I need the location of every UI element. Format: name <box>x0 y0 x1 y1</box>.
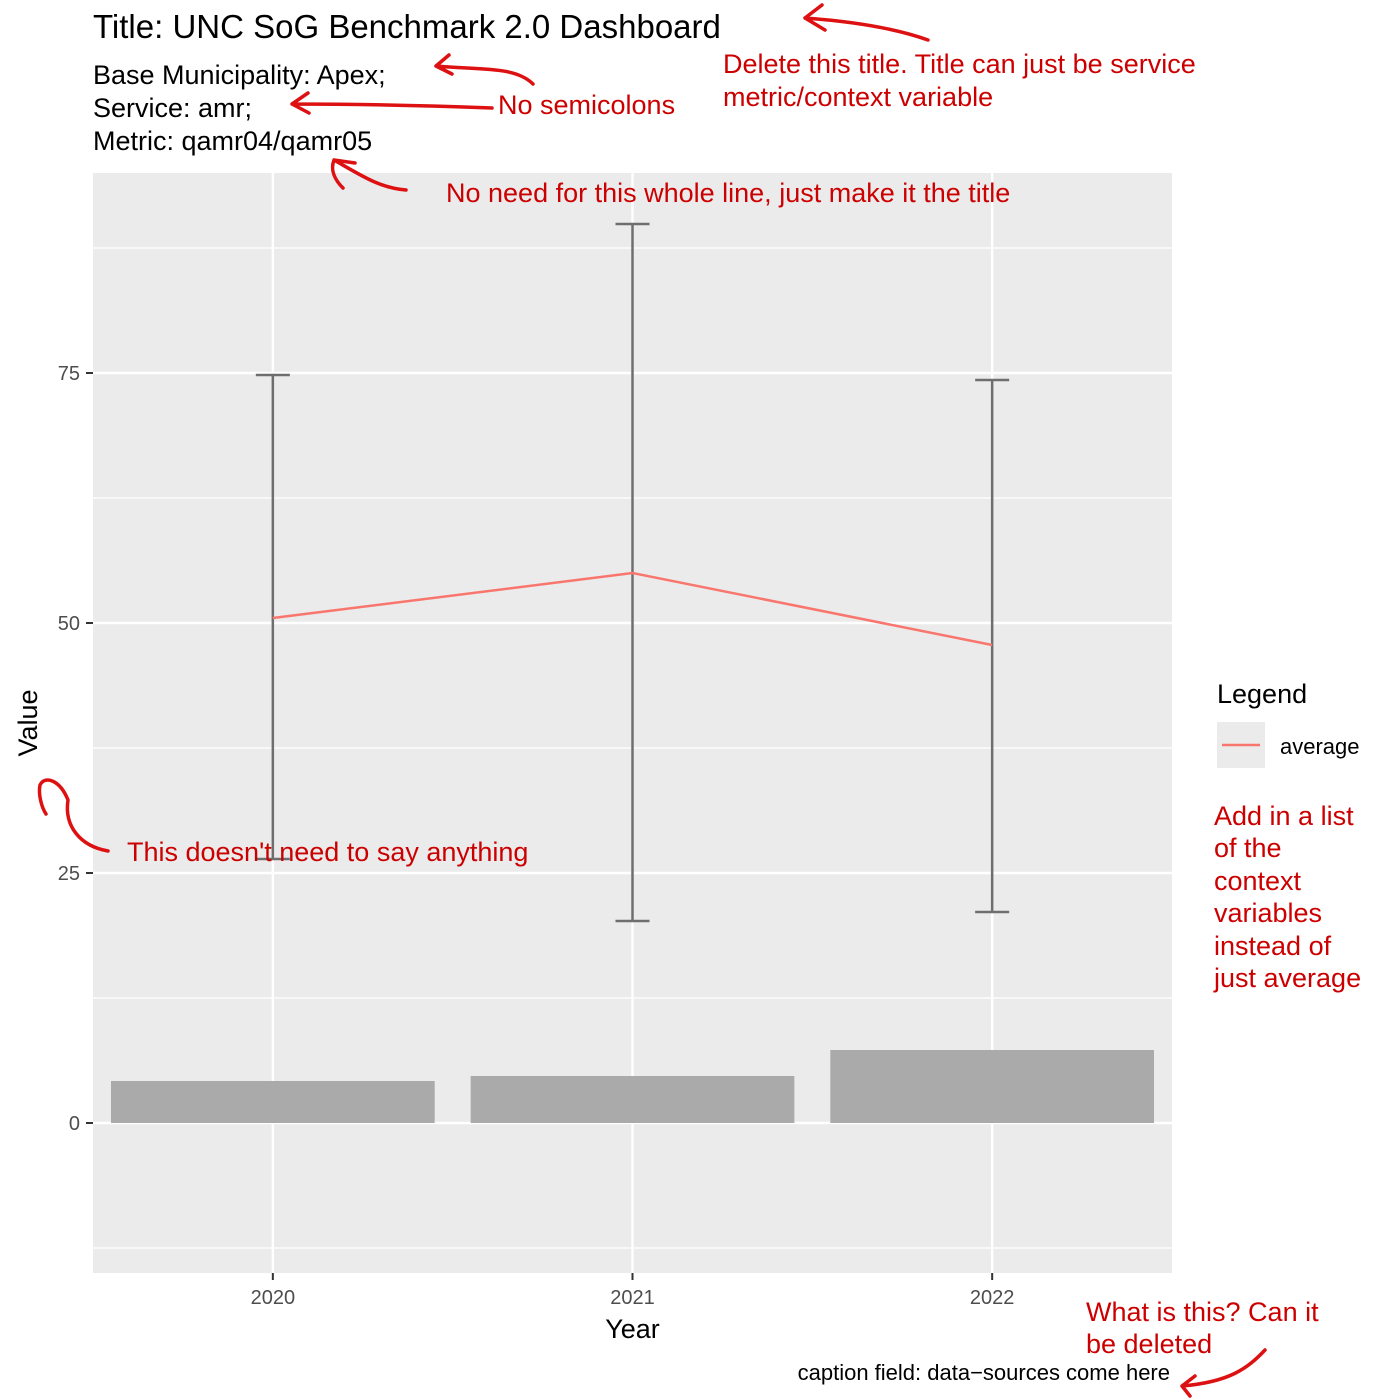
bar-2021 <box>470 1076 795 1123</box>
y-axis: 0 25 50 75 <box>58 363 93 1135</box>
annotation-no-semicolons: No semicolons <box>498 90 676 120</box>
arrow-metric-icon <box>330 158 408 192</box>
y-tick-label: 25 <box>58 863 80 885</box>
arrow-municipality-icon <box>434 53 535 86</box>
annotation-delete-title-2: metric/context variable <box>723 82 994 112</box>
annotation-no-need-line: No need for this whole line, just make i… <box>446 178 1011 208</box>
arrow-title-icon <box>803 3 930 42</box>
bar-2022 <box>830 1050 1155 1123</box>
average-line <box>272 571 993 647</box>
y-tick-label: 50 <box>58 613 80 635</box>
annotation-legend-6: just average <box>1214 963 1362 993</box>
annotation-delete-title-1: Delete this title. Title can just be ser… <box>723 49 1196 79</box>
bar-2020 <box>110 1081 435 1123</box>
arrow-caption-icon <box>1180 1348 1267 1398</box>
y-tick-label: 75 <box>58 363 80 385</box>
x-tick-label: 2021 <box>610 1287 655 1309</box>
subtitle-metric: Metric: qamr04/qamr05 <box>93 126 373 156</box>
annotation-legend-3: context <box>1214 866 1302 896</box>
arrow-service-icon <box>290 91 494 115</box>
x-tick-label: 2020 <box>251 1287 296 1309</box>
annotation-legend-1: Add in a list <box>1214 801 1354 831</box>
annotation-legend-2: of the <box>1214 833 1282 863</box>
annotation-value-label: This doesn't need to say anything <box>127 837 529 867</box>
x-tick-label: 2022 <box>970 1287 1015 1309</box>
legend-title: Legend <box>1217 679 1307 709</box>
y-tick-label: 0 <box>69 1113 80 1135</box>
subtitle-service: Service: amr; <box>93 93 253 123</box>
caption: caption field: data−sources come here <box>798 1360 1170 1385</box>
chart-title: Title: UNC SoG Benchmark 2.0 Dashboard <box>93 8 721 45</box>
x-axis: 2020 2021 2022 <box>251 1273 1015 1309</box>
y-axis-title: Value <box>13 689 43 756</box>
subtitle-municipality: Base Municipality: Apex; <box>93 60 386 90</box>
annotation-caption-2: be deleted <box>1086 1329 1213 1359</box>
legend-label-average: average <box>1280 734 1360 759</box>
arrow-ylabel-icon <box>37 778 110 853</box>
legend: Legend average <box>1217 679 1360 768</box>
annotation-legend-4: variables <box>1214 898 1323 928</box>
bars <box>110 1050 1155 1123</box>
annotation-caption-1: What is this? Can it <box>1086 1297 1319 1327</box>
annotation-legend-5: instead of <box>1214 931 1332 961</box>
x-axis-title: Year <box>605 1314 660 1344</box>
annotation-arrows <box>37 3 1267 1398</box>
